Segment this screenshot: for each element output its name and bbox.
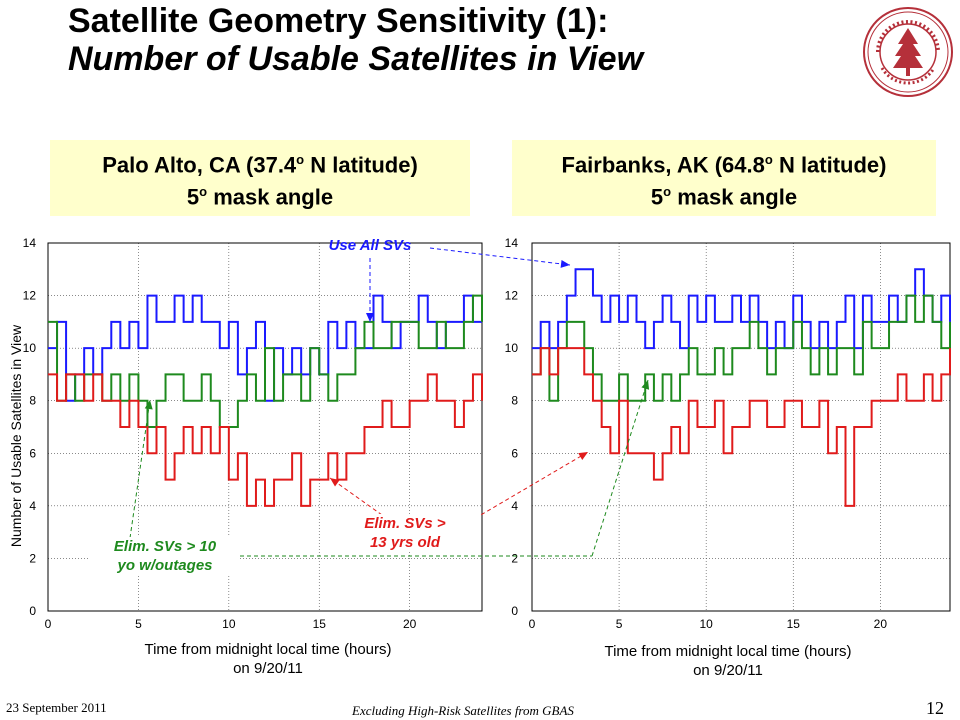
- callout-green-line2: yo w/outages: [117, 557, 213, 574]
- series-line-right-1: [532, 294, 951, 402]
- arrow-green-left: [129, 399, 151, 539]
- arrow-red-left-head: [330, 478, 340, 487]
- arrow-red-left: [329, 477, 383, 516]
- y-tick-label: 12: [23, 289, 37, 303]
- x-axis-label-left: Time from midnight local time (hours) on…: [98, 640, 438, 678]
- note-left-line1: Palo Alto, CA (37.4o N latitude): [102, 152, 418, 178]
- x-axis-label-right: Time from midnight local time (hours) on…: [558, 642, 898, 680]
- y-tick-label: 0: [29, 604, 36, 618]
- callout-use-all-svs: Use All SVs: [328, 237, 412, 254]
- y-tick-label: 0: [511, 604, 518, 618]
- note-left-line2: 5o mask angle: [186, 184, 334, 210]
- x-tick-label: 0: [45, 617, 52, 631]
- arrow-all-right: [429, 247, 571, 266]
- y-tick-label: 6: [511, 446, 518, 460]
- stanford-seal-icon: [863, 7, 953, 97]
- x-axis-label-right-line2: on 9/20/11: [693, 662, 763, 679]
- y-tick-label: 10: [23, 341, 37, 355]
- x-tick-label: 10: [222, 617, 236, 631]
- x-tick-label: 15: [313, 617, 327, 631]
- x-tick-label: 20: [874, 617, 888, 631]
- y-tick-label: 8: [29, 394, 36, 408]
- x-tick-label: 0: [529, 617, 536, 631]
- y-tick-label: 2: [511, 551, 518, 565]
- callout-green-line1: Elim. SVs > 10: [113, 538, 217, 555]
- slide-title-line1: Satellite Geometry Sensitivity (1):: [68, 2, 609, 40]
- x-axis-label-left-line1: Time from midnight local time (hours): [144, 641, 392, 658]
- y-tick-label: 4: [511, 499, 518, 513]
- y-tick-label: 12: [505, 289, 519, 303]
- slide-title: Satellite Geometry Sensitivity (1): Numb…: [68, 2, 828, 78]
- callout-red-line1: Elim. SVs >: [364, 515, 446, 532]
- y-tick-label: 6: [29, 446, 36, 460]
- x-tick-label: 5: [135, 617, 142, 631]
- series-line-left-1: [48, 294, 483, 428]
- arrow-red-right-head: [578, 452, 588, 461]
- y-tick-label: 14: [23, 236, 37, 250]
- y-tick-label: 8: [511, 394, 518, 408]
- page-number: 12: [926, 698, 944, 718]
- x-tick-label: 15: [787, 617, 801, 631]
- slide-title-line2: Number of Usable Satellites in View: [68, 40, 644, 78]
- callout-elim-13yrs: Elim. SVs > 13 yrs old: [330, 514, 480, 552]
- y-tick-label: 2: [29, 551, 36, 565]
- series-line-right-0: [532, 268, 951, 350]
- y-tick-label: 14: [505, 236, 519, 250]
- location-note-fairbanks: Fairbanks, AK (64.8o N latitude) 5o mask…: [512, 140, 936, 216]
- location-note-palo-alto: Palo Alto, CA (37.4o N latitude) 5o mask…: [50, 140, 470, 216]
- x-tick-label: 20: [403, 617, 417, 631]
- x-axis-label-left-line2: on 9/20/11: [233, 660, 303, 677]
- footer-date: 23 September 2011: [6, 700, 107, 715]
- note-right-line1: Fairbanks, AK (64.8o N latitude): [561, 152, 887, 178]
- y-tick-label: 4: [29, 499, 36, 513]
- arrow-all-right-head: [560, 259, 570, 268]
- x-tick-label: 10: [699, 617, 713, 631]
- footer-title: Excluding High-Risk Satellites from GBAS: [352, 703, 574, 718]
- callout-red-line2: 13 yrs old: [369, 534, 441, 551]
- y-axis-label: Number of Usable Satellites in View: [8, 324, 24, 548]
- series-line-left-2: [48, 373, 483, 507]
- arrow-green-right-head: [641, 380, 650, 390]
- plot-frame-left: [47, 242, 483, 612]
- arrow-green-right: [591, 379, 649, 557]
- x-axis-label-right-line1: Time from midnight local time (hours): [604, 643, 852, 660]
- callout-elim-10yo: Elim. SVs > 10 yo w/outages: [90, 537, 240, 575]
- y-tick-label: 10: [505, 341, 519, 355]
- note-right-line2: 5o mask angle: [650, 184, 798, 210]
- x-tick-label: 5: [616, 617, 623, 631]
- arrow-all-left-head: [366, 313, 374, 322]
- plot-frame-right: [531, 242, 951, 612]
- series-line-right-2: [532, 347, 951, 507]
- arrow-green-left-head: [144, 400, 153, 410]
